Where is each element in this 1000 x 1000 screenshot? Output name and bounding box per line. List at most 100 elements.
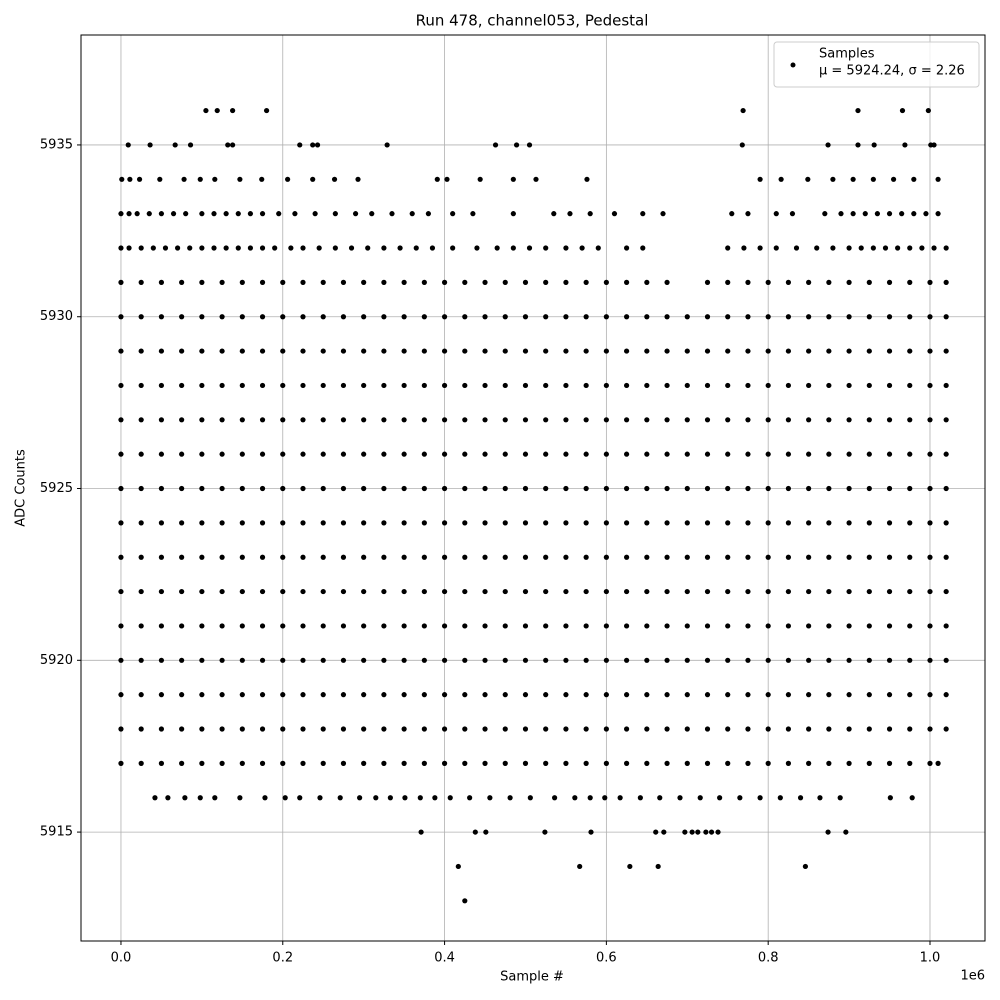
data-point (725, 245, 731, 251)
data-point (684, 760, 690, 766)
data-point (361, 692, 367, 698)
data-point (174, 245, 181, 251)
data-point (882, 245, 889, 251)
data-point (340, 520, 347, 526)
data-point (510, 245, 516, 251)
data-point (340, 588, 347, 595)
data-point (434, 176, 440, 182)
data-point (866, 657, 872, 663)
data-point (361, 485, 367, 492)
data-point (603, 485, 609, 492)
data-point (725, 623, 731, 629)
data-point (745, 451, 751, 457)
data-point (502, 382, 508, 389)
data-point (826, 623, 832, 629)
data-point (907, 382, 913, 389)
data-point (846, 588, 852, 595)
data-point (907, 760, 913, 766)
data-point (765, 485, 771, 492)
data-point (943, 554, 949, 560)
data-point (237, 176, 243, 182)
data-point (320, 657, 326, 663)
data-point (583, 279, 589, 285)
data-point (502, 726, 508, 732)
data-point (462, 382, 468, 389)
data-point (125, 142, 131, 148)
data-point (563, 692, 569, 698)
data-point (230, 142, 236, 148)
data-point (119, 176, 125, 182)
data-point (725, 760, 731, 766)
data-point (866, 726, 872, 732)
data-point (187, 245, 193, 251)
data-point (317, 795, 323, 801)
data-point (664, 692, 670, 698)
data-point (664, 485, 670, 492)
data-point (773, 245, 779, 251)
data-point (907, 417, 913, 423)
data-point (765, 314, 771, 320)
data-point (765, 348, 771, 354)
data-point (866, 588, 872, 595)
data-point (158, 314, 165, 320)
data-point (925, 107, 931, 114)
data-point (927, 485, 933, 492)
data-point (179, 554, 185, 560)
data-point (450, 245, 456, 251)
data-point (502, 348, 508, 354)
data-point (737, 795, 743, 801)
data-point (158, 623, 165, 629)
data-point (179, 520, 185, 526)
data-point (543, 417, 549, 423)
data-point (866, 520, 872, 526)
data-point (866, 382, 872, 389)
data-point (361, 279, 367, 285)
data-point (310, 176, 316, 182)
data-point (421, 485, 427, 492)
data-point (280, 657, 286, 663)
data-point (846, 382, 852, 389)
data-point (522, 657, 529, 663)
data-point (725, 520, 731, 526)
data-point (507, 795, 513, 801)
data-point (907, 588, 913, 595)
data-point (907, 279, 913, 285)
data-point (943, 520, 949, 526)
data-point (725, 314, 731, 320)
data-point (182, 795, 188, 801)
data-point (300, 382, 306, 389)
data-point (624, 623, 630, 629)
data-point (381, 314, 387, 320)
data-point (806, 314, 812, 320)
data-point (943, 382, 949, 389)
data-point (214, 107, 220, 114)
data-point (483, 829, 489, 835)
data-point (522, 623, 529, 629)
data-point (907, 520, 913, 526)
data-point (826, 588, 832, 595)
data-point (292, 211, 298, 217)
data-point (441, 726, 448, 732)
data-point (846, 314, 852, 320)
data-point (644, 485, 650, 492)
data-point (826, 382, 832, 389)
data-point (138, 623, 144, 629)
data-point (704, 520, 711, 526)
data-point (627, 863, 633, 870)
data-point (421, 657, 427, 663)
data-point (765, 279, 771, 285)
data-point (118, 657, 124, 663)
data-point (689, 829, 695, 835)
data-point (247, 245, 254, 251)
data-point (158, 348, 165, 354)
data-point (603, 382, 609, 389)
data-point (664, 726, 670, 732)
data-point (725, 382, 731, 389)
data-point (563, 314, 569, 320)
data-point (664, 623, 670, 629)
data-point (846, 657, 852, 663)
data-point (603, 692, 609, 698)
data-point (526, 142, 533, 148)
data-point (425, 211, 431, 217)
data-point (745, 314, 751, 320)
